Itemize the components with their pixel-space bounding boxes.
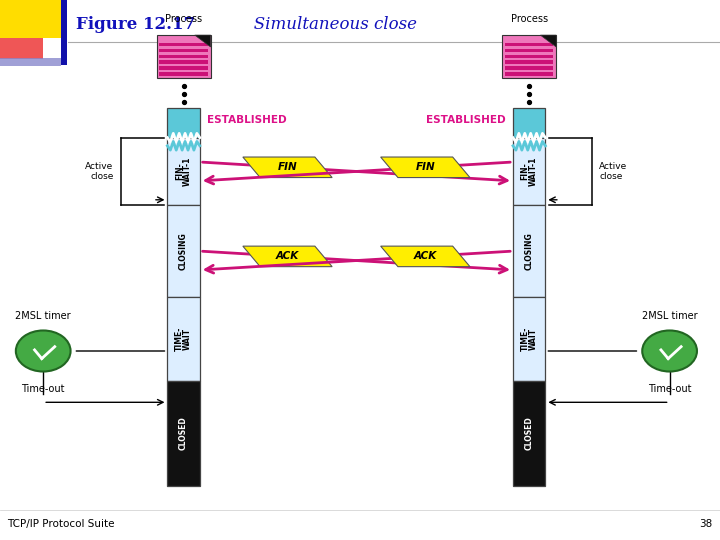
Text: Active
close: Active close [599, 162, 628, 181]
Bar [160, 72, 207, 76]
Bar [505, 66, 553, 70]
Text: CLOSED: CLOSED [179, 416, 188, 450]
Bar [160, 43, 207, 46]
Polygon shape [540, 35, 556, 47]
Bar [513, 297, 546, 381]
Text: FIN-
WAIT-1: FIN- WAIT-1 [175, 157, 192, 186]
Bar [505, 55, 553, 58]
Polygon shape [243, 246, 332, 267]
Bar [513, 205, 546, 297]
Bar [167, 138, 200, 205]
Text: TIME-
WAIT: TIME- WAIT [175, 327, 192, 351]
Polygon shape [381, 246, 470, 267]
Circle shape [642, 330, 697, 372]
Text: CLOSING: CLOSING [179, 232, 188, 270]
Bar [160, 55, 207, 58]
Text: CLOSED: CLOSED [525, 416, 534, 450]
Text: ESTABLISHED: ESTABLISHED [426, 115, 505, 125]
Bar [513, 108, 546, 138]
Bar [505, 49, 553, 52]
Bar [505, 72, 553, 76]
Polygon shape [381, 157, 470, 178]
Text: 38: 38 [700, 519, 713, 529]
Text: 2MSL timer: 2MSL timer [642, 311, 698, 321]
Bar [505, 60, 553, 64]
Bar [160, 60, 207, 64]
Text: 2MSL timer: 2MSL timer [15, 311, 71, 321]
Bar [0, 58, 61, 66]
Bar [505, 43, 553, 46]
Text: CLOSING: CLOSING [525, 232, 534, 270]
Bar [0, 0, 61, 38]
Bar [157, 35, 210, 78]
Bar [513, 381, 546, 486]
Text: Active
close: Active close [85, 162, 114, 181]
Bar [160, 49, 207, 52]
Text: ACK: ACK [276, 252, 299, 261]
Text: Simultaneous close: Simultaneous close [238, 16, 417, 33]
Polygon shape [194, 35, 210, 47]
Text: TCP/IP Protocol Suite: TCP/IP Protocol Suite [7, 519, 114, 529]
Bar [0, 30, 43, 59]
Circle shape [16, 330, 71, 372]
Text: FIN: FIN [278, 163, 297, 172]
Text: ACK: ACK [414, 252, 437, 261]
Text: Process: Process [510, 14, 548, 24]
Bar [503, 35, 556, 78]
Bar [167, 205, 200, 297]
Bar [167, 381, 200, 486]
Text: Time-out: Time-out [648, 384, 691, 394]
Text: Figure 12.17: Figure 12.17 [76, 16, 194, 33]
Text: FIN-
WAIT-1: FIN- WAIT-1 [521, 157, 538, 186]
Text: TIME-
WAIT: TIME- WAIT [521, 327, 538, 351]
Bar [167, 297, 200, 381]
Bar [61, 0, 67, 65]
Polygon shape [243, 157, 332, 178]
Text: FIN: FIN [415, 163, 435, 172]
Text: Time-out: Time-out [22, 384, 65, 394]
Bar [167, 108, 200, 138]
Bar [160, 66, 207, 70]
Text: ESTABLISHED: ESTABLISHED [207, 115, 287, 125]
Bar [513, 138, 546, 205]
Text: Process: Process [165, 14, 202, 24]
